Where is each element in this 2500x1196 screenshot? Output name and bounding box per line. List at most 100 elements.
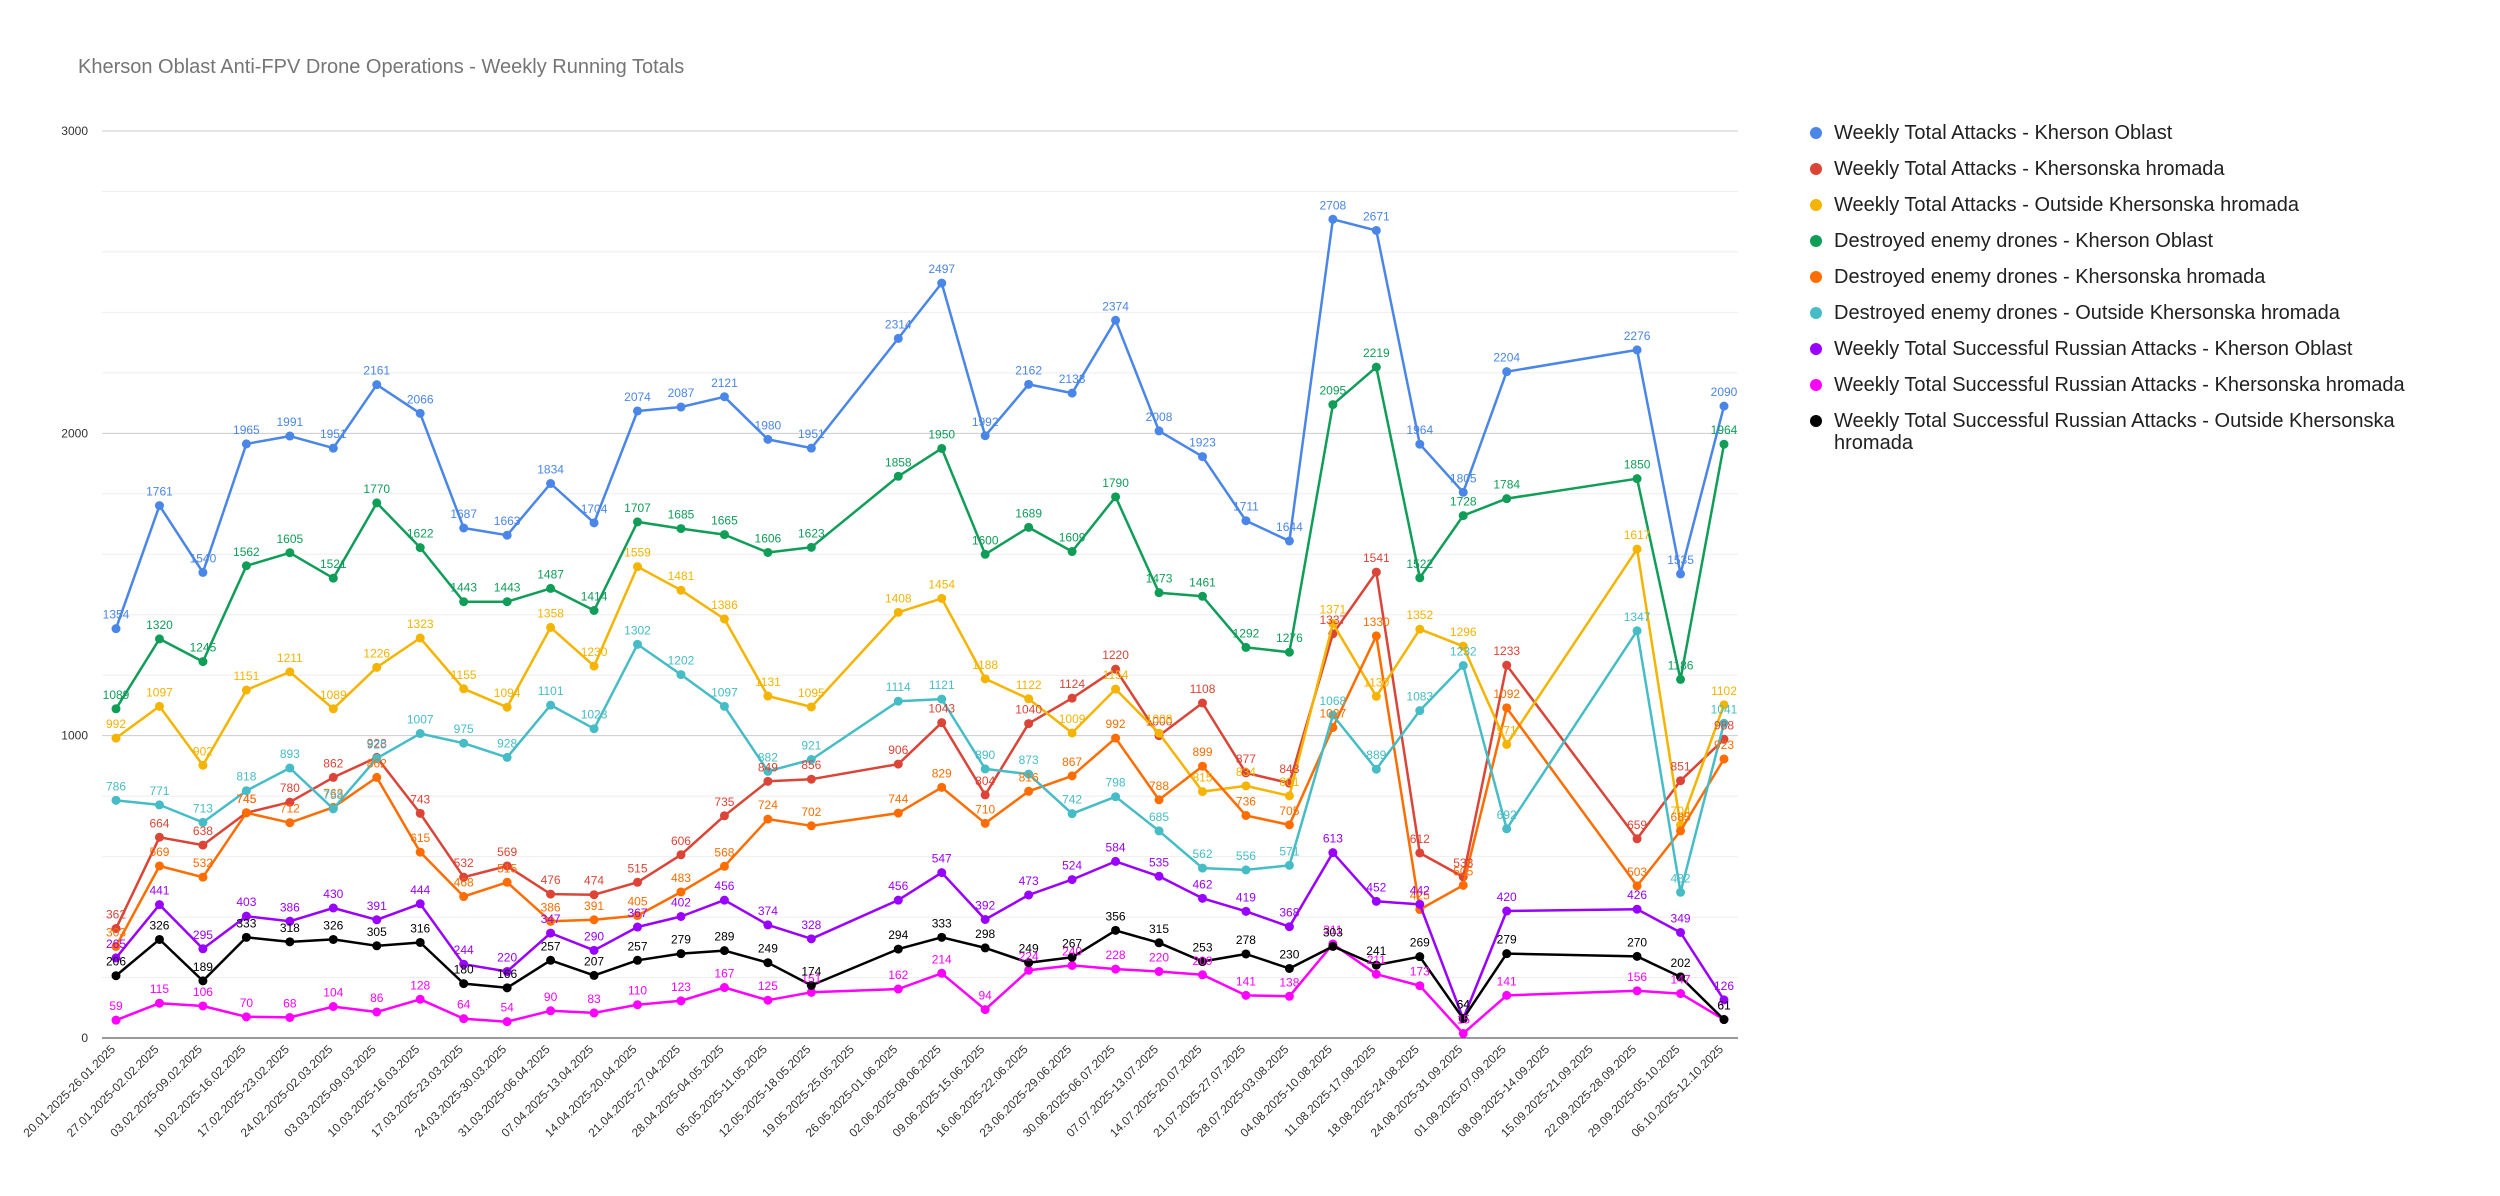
data-label: 386	[541, 900, 561, 914]
data-label: 162	[888, 968, 908, 982]
data-label: 745	[236, 792, 256, 806]
data-label: 1347	[1624, 610, 1651, 624]
data-label: 692	[1497, 808, 1517, 822]
data-point	[1719, 1015, 1729, 1025]
data-label: 147	[1671, 973, 1691, 987]
data-point	[937, 278, 947, 288]
data-label: 1089	[103, 688, 130, 702]
data-point	[589, 915, 599, 925]
data-label: 612	[1410, 832, 1430, 846]
data-label: 1083	[1406, 690, 1433, 704]
grid-lines	[102, 130, 1738, 1039]
data-label: 70	[240, 996, 254, 1010]
data-label: 568	[714, 845, 734, 859]
data-label: 456	[888, 879, 908, 893]
data-point	[763, 958, 773, 968]
data-point	[1371, 960, 1381, 970]
data-label: 1043	[928, 702, 955, 716]
data-label: 1097	[146, 685, 173, 699]
data-label: 882	[758, 750, 778, 764]
data-point	[763, 434, 773, 444]
series-lines	[111, 214, 1729, 1038]
data-label: 788	[1149, 779, 1169, 793]
data-label: 315	[1149, 922, 1169, 936]
data-point	[1676, 776, 1686, 786]
legend-label: Weekly Total Attacks - Khersonska hromad…	[1834, 158, 2225, 180]
data-label: 515	[497, 861, 517, 875]
data-label: 1101	[538, 684, 564, 698]
data-label: 425	[1410, 889, 1430, 903]
data-point	[719, 392, 729, 402]
data-point	[589, 945, 599, 955]
data-point	[372, 498, 382, 508]
data-label: 1220	[1102, 648, 1129, 662]
series-line	[115, 929, 1725, 1021]
data-label: 1131	[755, 675, 781, 689]
data-point	[1024, 965, 1034, 975]
data-point	[546, 955, 556, 965]
data-point	[1458, 880, 1468, 890]
data-label: 1027	[1320, 707, 1347, 721]
data-label: 923	[1714, 738, 1734, 752]
data-point	[285, 818, 295, 828]
data-point	[1197, 452, 1207, 462]
data-point	[937, 868, 947, 878]
data-point	[285, 937, 295, 947]
data-label: 1320	[146, 618, 173, 632]
data-point	[1241, 990, 1251, 1000]
data-point	[111, 795, 121, 805]
data-label: 214	[932, 952, 952, 966]
data-point	[415, 633, 425, 643]
data-point	[1719, 754, 1729, 764]
data-point	[1502, 739, 1512, 749]
data-point	[1111, 492, 1121, 502]
data-label: 349	[1671, 911, 1691, 925]
data-label: 1600	[972, 533, 999, 547]
data-point	[633, 955, 643, 965]
data-point	[633, 406, 643, 416]
data-label: 1124	[1059, 677, 1085, 691]
data-label: 316	[410, 921, 430, 935]
data-label: 347	[541, 912, 561, 926]
data-label: 483	[671, 871, 691, 885]
data-point	[546, 928, 556, 938]
data-point	[415, 543, 425, 553]
data-point	[328, 934, 338, 944]
data-point	[589, 518, 599, 528]
data-label: 462	[1192, 877, 1212, 891]
data-point	[676, 402, 686, 412]
data-point	[1502, 990, 1512, 1000]
data-label: 473	[1019, 874, 1039, 888]
data-point	[806, 542, 816, 552]
data-label: 2133	[1059, 372, 1086, 386]
data-label: 1704	[581, 502, 608, 516]
data-label: 890	[975, 748, 995, 762]
data-label: 1522	[1406, 557, 1433, 571]
data-label: 1454	[928, 577, 955, 591]
data-point	[241, 786, 251, 796]
data-label: 305	[367, 925, 387, 939]
data-point	[1067, 952, 1077, 962]
data-labels: 1354176115401965199119512161206616871663…	[103, 198, 1738, 1026]
data-label: 1408	[885, 591, 912, 605]
data-label: 1009	[1059, 712, 1086, 726]
data-label: 613	[1323, 832, 1343, 846]
data-label: 444	[410, 883, 430, 897]
data-point	[893, 984, 903, 994]
data-point	[1024, 694, 1034, 704]
data-point	[1197, 591, 1207, 601]
data-label: 240	[1062, 944, 1082, 958]
data-label: 664	[149, 816, 169, 830]
data-label: 1386	[711, 598, 738, 612]
data-point	[1719, 700, 1729, 710]
data-point	[1111, 684, 1121, 694]
data-point	[459, 738, 469, 748]
x-axis: 20.01.2025-26.01.202527.01.2025-02.02.20…	[20, 1042, 1726, 1140]
data-point	[1676, 569, 1686, 579]
data-label: 1609	[1059, 531, 1086, 545]
data-label: 569	[497, 845, 517, 859]
data-point	[1241, 642, 1251, 652]
data-point	[1111, 856, 1121, 866]
data-label: 476	[541, 873, 561, 887]
data-point	[937, 593, 947, 603]
